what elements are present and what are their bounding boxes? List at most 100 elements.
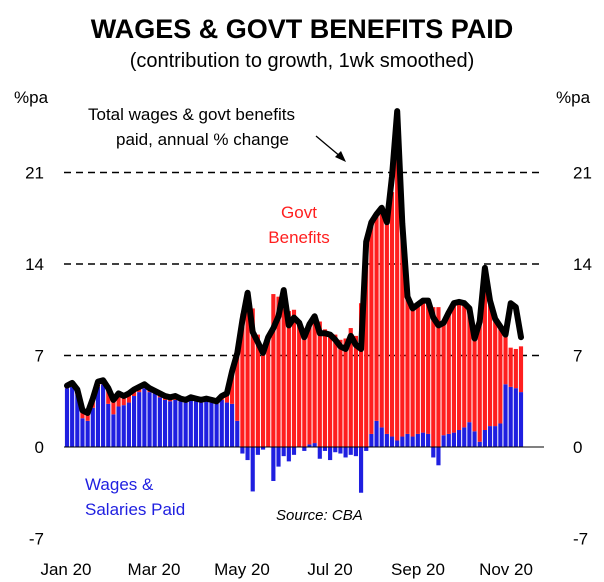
govt-benefits-bar: [348, 328, 353, 447]
x-ticks: Jan 20 Mar 20 May 20 Jul 20 Sep 20 Nov 20: [40, 560, 532, 579]
y-axis-unit-left: %pa: [14, 88, 49, 107]
wages-bar: [162, 399, 168, 447]
govt-benefits-bar: [353, 335, 358, 447]
wages-bar: [374, 420, 379, 447]
source-label: Source: CBA: [276, 507, 363, 524]
line-label-line1: Total wages & govt benefits: [88, 105, 295, 124]
govt-benefits-bar: [307, 324, 312, 445]
x-tick-label: Nov 20: [479, 560, 533, 579]
wages-bar: [410, 436, 415, 447]
govt-benefits-bar: [276, 296, 281, 447]
govt-benefits-bar: [482, 267, 487, 431]
govt-benefits-bar: [302, 333, 307, 447]
wages-bar: [426, 433, 431, 447]
wages-bar: [291, 447, 297, 455]
govt-benefits-bar: [80, 410, 85, 419]
y-tick-right: 0: [573, 438, 582, 457]
wages-bar: [503, 384, 508, 447]
wages-bar: [70, 386, 75, 447]
wages-bar: [106, 403, 111, 447]
wages-bar: [235, 420, 240, 447]
wages-bar: [462, 427, 467, 447]
wages-bar: [451, 432, 457, 447]
govt-benefits-bar: [121, 396, 126, 406]
govt-benefits-label-line2: Benefits: [268, 228, 329, 247]
govt-benefits-bar: [343, 338, 348, 447]
govt-benefits-bar: [271, 294, 276, 447]
y-tick-left: 14: [25, 255, 44, 274]
govt-benefits-bar: [477, 321, 482, 442]
wages-bar: [219, 399, 224, 447]
govt-benefits-bar: [384, 222, 389, 434]
govt-benefits-bar: [333, 334, 338, 447]
govt-benefits-bar: [338, 339, 343, 447]
govt-benefits-bar: [446, 312, 451, 434]
wages-bar: [199, 402, 204, 447]
govt-benefits-bar: [106, 388, 111, 404]
wages-bar: [364, 447, 369, 451]
wages-bar: [157, 397, 162, 447]
govt-benefits-bar: [126, 393, 131, 403]
total-line: [64, 108, 524, 416]
govt-benefits-bar: [317, 321, 322, 447]
govt-benefits-bar: [472, 338, 477, 432]
wages-bar: [467, 422, 472, 447]
bars-wages: [64, 384, 524, 493]
govt-benefits-bar: [493, 318, 498, 427]
wages-bar: [214, 403, 219, 447]
govt-benefits-bar: [518, 346, 524, 393]
govt-benefits-bar: [260, 350, 266, 447]
wages-bar: [431, 447, 436, 458]
wages-bar: [90, 407, 95, 447]
wages-bar: [147, 392, 152, 447]
govt-benefits-bar: [230, 371, 235, 404]
x-tick-label: Jan 20: [40, 560, 91, 579]
govt-benefits-bar: [240, 313, 245, 447]
govt-benefits-bar: [255, 334, 260, 447]
wages-bar: [343, 447, 348, 458]
y-tick-right: -7: [573, 530, 588, 549]
wages-bar: [240, 447, 245, 454]
wages-bar: [353, 447, 358, 457]
y-tick-left: 21: [25, 164, 44, 183]
govt-benefits-bar: [374, 214, 379, 421]
govt-benefits-bar: [266, 337, 271, 447]
wages-bar: [121, 405, 126, 447]
govt-benefits-bar: [451, 303, 457, 433]
wages-bar: [379, 427, 384, 447]
wages-bar: [276, 447, 281, 467]
wages-bar: [405, 433, 410, 447]
wages-bar: [312, 443, 317, 447]
wages-bar: [80, 418, 85, 447]
line-label-arrow: [315, 135, 342, 158]
govt-benefits-bar: [281, 308, 286, 447]
wages-bar: [338, 447, 343, 454]
govt-benefits-bar: [426, 300, 431, 434]
wages-bar: [281, 447, 286, 457]
govt-benefits-bar: [369, 222, 374, 434]
govt-benefits-bar: [111, 399, 116, 415]
wages-bar: [513, 388, 518, 447]
wages-bar: [400, 436, 405, 447]
wages-bar: [193, 401, 199, 447]
wages-bar: [75, 394, 80, 447]
bars-govt-benefits: [64, 156, 524, 447]
wages-bar: [508, 386, 513, 447]
govt-benefits-bar: [436, 307, 441, 447]
y-tick-left: 0: [35, 438, 44, 457]
wages-bar: [307, 444, 312, 447]
govt-benefits-bar: [224, 393, 230, 403]
wages-bar: [395, 440, 400, 447]
wages-bar: [178, 401, 183, 447]
line-label-arrowhead: [335, 151, 346, 162]
govt-benefits-bar: [415, 304, 420, 434]
wages-bar: [457, 430, 462, 447]
wages-bar: [322, 447, 328, 451]
wages-bar: [446, 433, 451, 447]
wages-bar: [101, 384, 106, 447]
wages-bar: [441, 435, 446, 447]
y-tick-left: -7: [29, 530, 44, 549]
govt-benefits-bar: [503, 334, 508, 385]
govt-benefits-bar: [312, 316, 317, 444]
govt-benefits-bar: [245, 299, 250, 447]
